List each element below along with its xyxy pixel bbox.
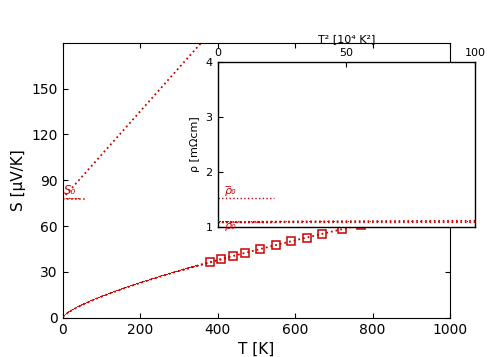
Text: ρ₀: ρ₀ xyxy=(225,221,237,231)
X-axis label: T² [10⁴ K²]: T² [10⁴ K²] xyxy=(318,34,375,44)
Y-axis label: ρ [mΩcm]: ρ [mΩcm] xyxy=(190,117,200,172)
Text: S₀: S₀ xyxy=(64,184,76,197)
X-axis label: T [K]: T [K] xyxy=(238,342,275,357)
Y-axis label: S [μV/K]: S [μV/K] xyxy=(10,150,26,211)
Text: ρ̅₀: ρ̅₀ xyxy=(225,186,237,196)
